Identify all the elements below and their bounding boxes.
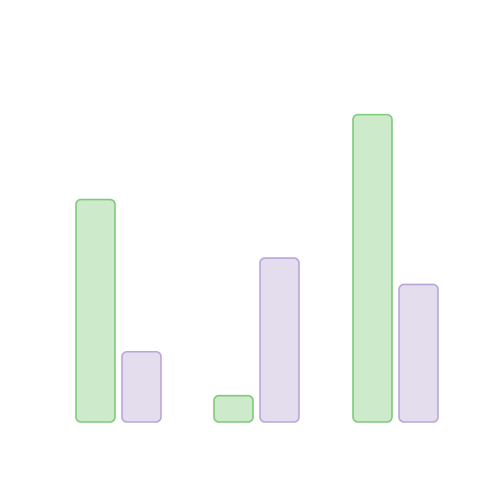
bar-series-2-group-1 <box>121 350 162 423</box>
bar-series-2-group-2 <box>259 257 300 423</box>
bar-series-1-group-3 <box>352 113 393 423</box>
bar-series-1-group-2 <box>213 394 254 423</box>
bar-series-2-group-3 <box>398 283 439 423</box>
bar-series-1-group-1 <box>75 198 116 423</box>
bars-group <box>75 113 439 423</box>
